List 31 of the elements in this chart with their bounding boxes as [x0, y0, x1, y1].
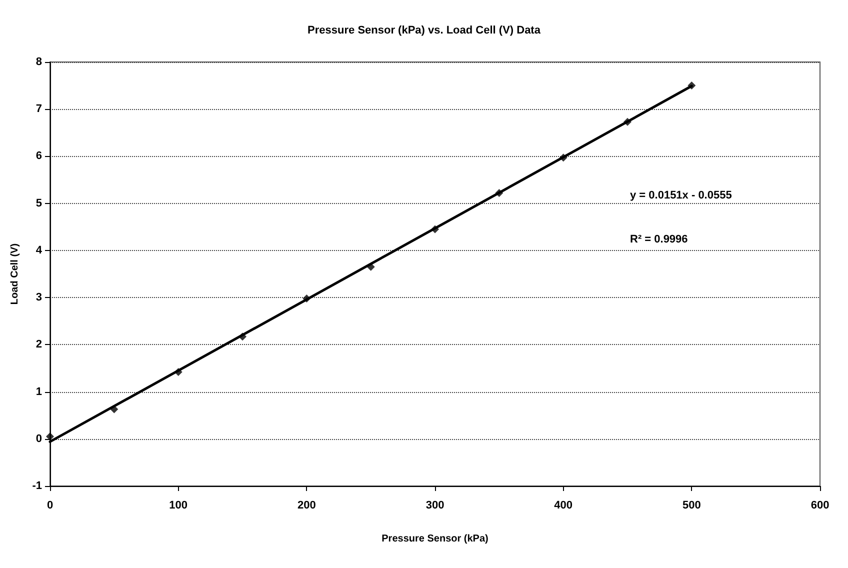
annotation: y = 0.0151x - 0.0555	[630, 190, 732, 202]
y-tick-label: 8	[36, 56, 42, 68]
y-tick-label: 7	[36, 103, 42, 116]
chart-title: Pressure Sensor (kPa) vs. Load Cell (V) Data	[308, 24, 542, 36]
x-tick-label: 500	[682, 500, 701, 512]
x-tick-label: 400	[554, 500, 573, 512]
x-tick-label: 100	[169, 500, 188, 512]
x-tick-label: 600	[810, 500, 830, 512]
x-tick-label: 200	[297, 500, 316, 512]
x-tick-label: 300	[426, 500, 444, 512]
y-tick-label: 6	[36, 150, 42, 162]
point	[238, 332, 246, 341]
point	[688, 82, 696, 90]
y-tick-label: 5	[36, 197, 42, 210]
point	[559, 154, 568, 162]
point	[495, 188, 504, 197]
x-axis-title: Pressure Sensor (kPa)	[382, 534, 488, 544]
y-tick-label: 1	[36, 386, 42, 398]
y-axis-title: Load Cell (V)	[10, 243, 20, 305]
point	[174, 368, 182, 376]
y-tick-label: 0	[36, 432, 42, 445]
annotation: R² = 0.9996	[630, 234, 688, 246]
y-tick-label: 4	[36, 244, 43, 256]
point	[302, 294, 311, 302]
y-tick-label: 3	[36, 292, 42, 304]
y-tick-label: 2	[36, 338, 42, 351]
y-tick-label: -1	[32, 480, 42, 492]
x-tick-label: 0	[46, 500, 54, 512]
point	[624, 118, 632, 126]
point	[431, 225, 439, 234]
point	[46, 432, 54, 441]
